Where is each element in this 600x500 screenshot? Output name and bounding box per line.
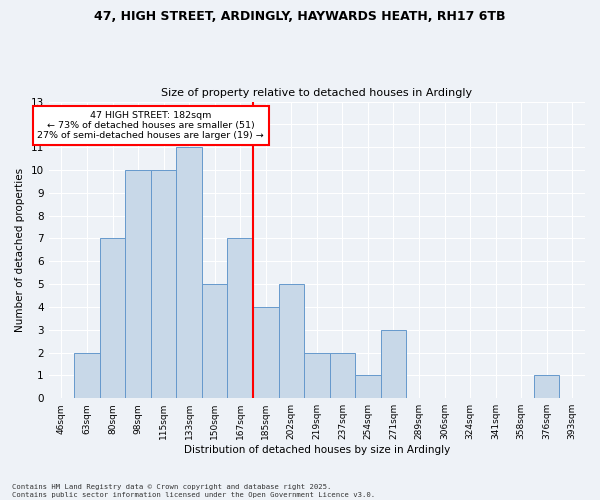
Bar [151,170,176,398]
Bar [380,330,406,398]
Bar [125,170,151,398]
Bar [227,238,253,398]
Bar [304,352,329,398]
Bar [176,147,202,398]
Bar [202,284,227,398]
Bar [534,376,559,398]
Text: 47 HIGH STREET: 182sqm
← 73% of detached houses are smaller (51)
27% of semi-det: 47 HIGH STREET: 182sqm ← 73% of detached… [37,110,264,140]
X-axis label: Distribution of detached houses by size in Ardingly: Distribution of detached houses by size … [184,445,450,455]
Bar [100,238,125,398]
Bar [253,307,278,398]
Bar [329,352,355,398]
Text: Contains HM Land Registry data © Crown copyright and database right 2025.
Contai: Contains HM Land Registry data © Crown c… [12,484,375,498]
Text: 47, HIGH STREET, ARDINGLY, HAYWARDS HEATH, RH17 6TB: 47, HIGH STREET, ARDINGLY, HAYWARDS HEAT… [94,10,506,23]
Bar [278,284,304,398]
Bar [74,352,100,398]
Title: Size of property relative to detached houses in Ardingly: Size of property relative to detached ho… [161,88,472,98]
Bar [355,376,380,398]
Y-axis label: Number of detached properties: Number of detached properties [15,168,25,332]
